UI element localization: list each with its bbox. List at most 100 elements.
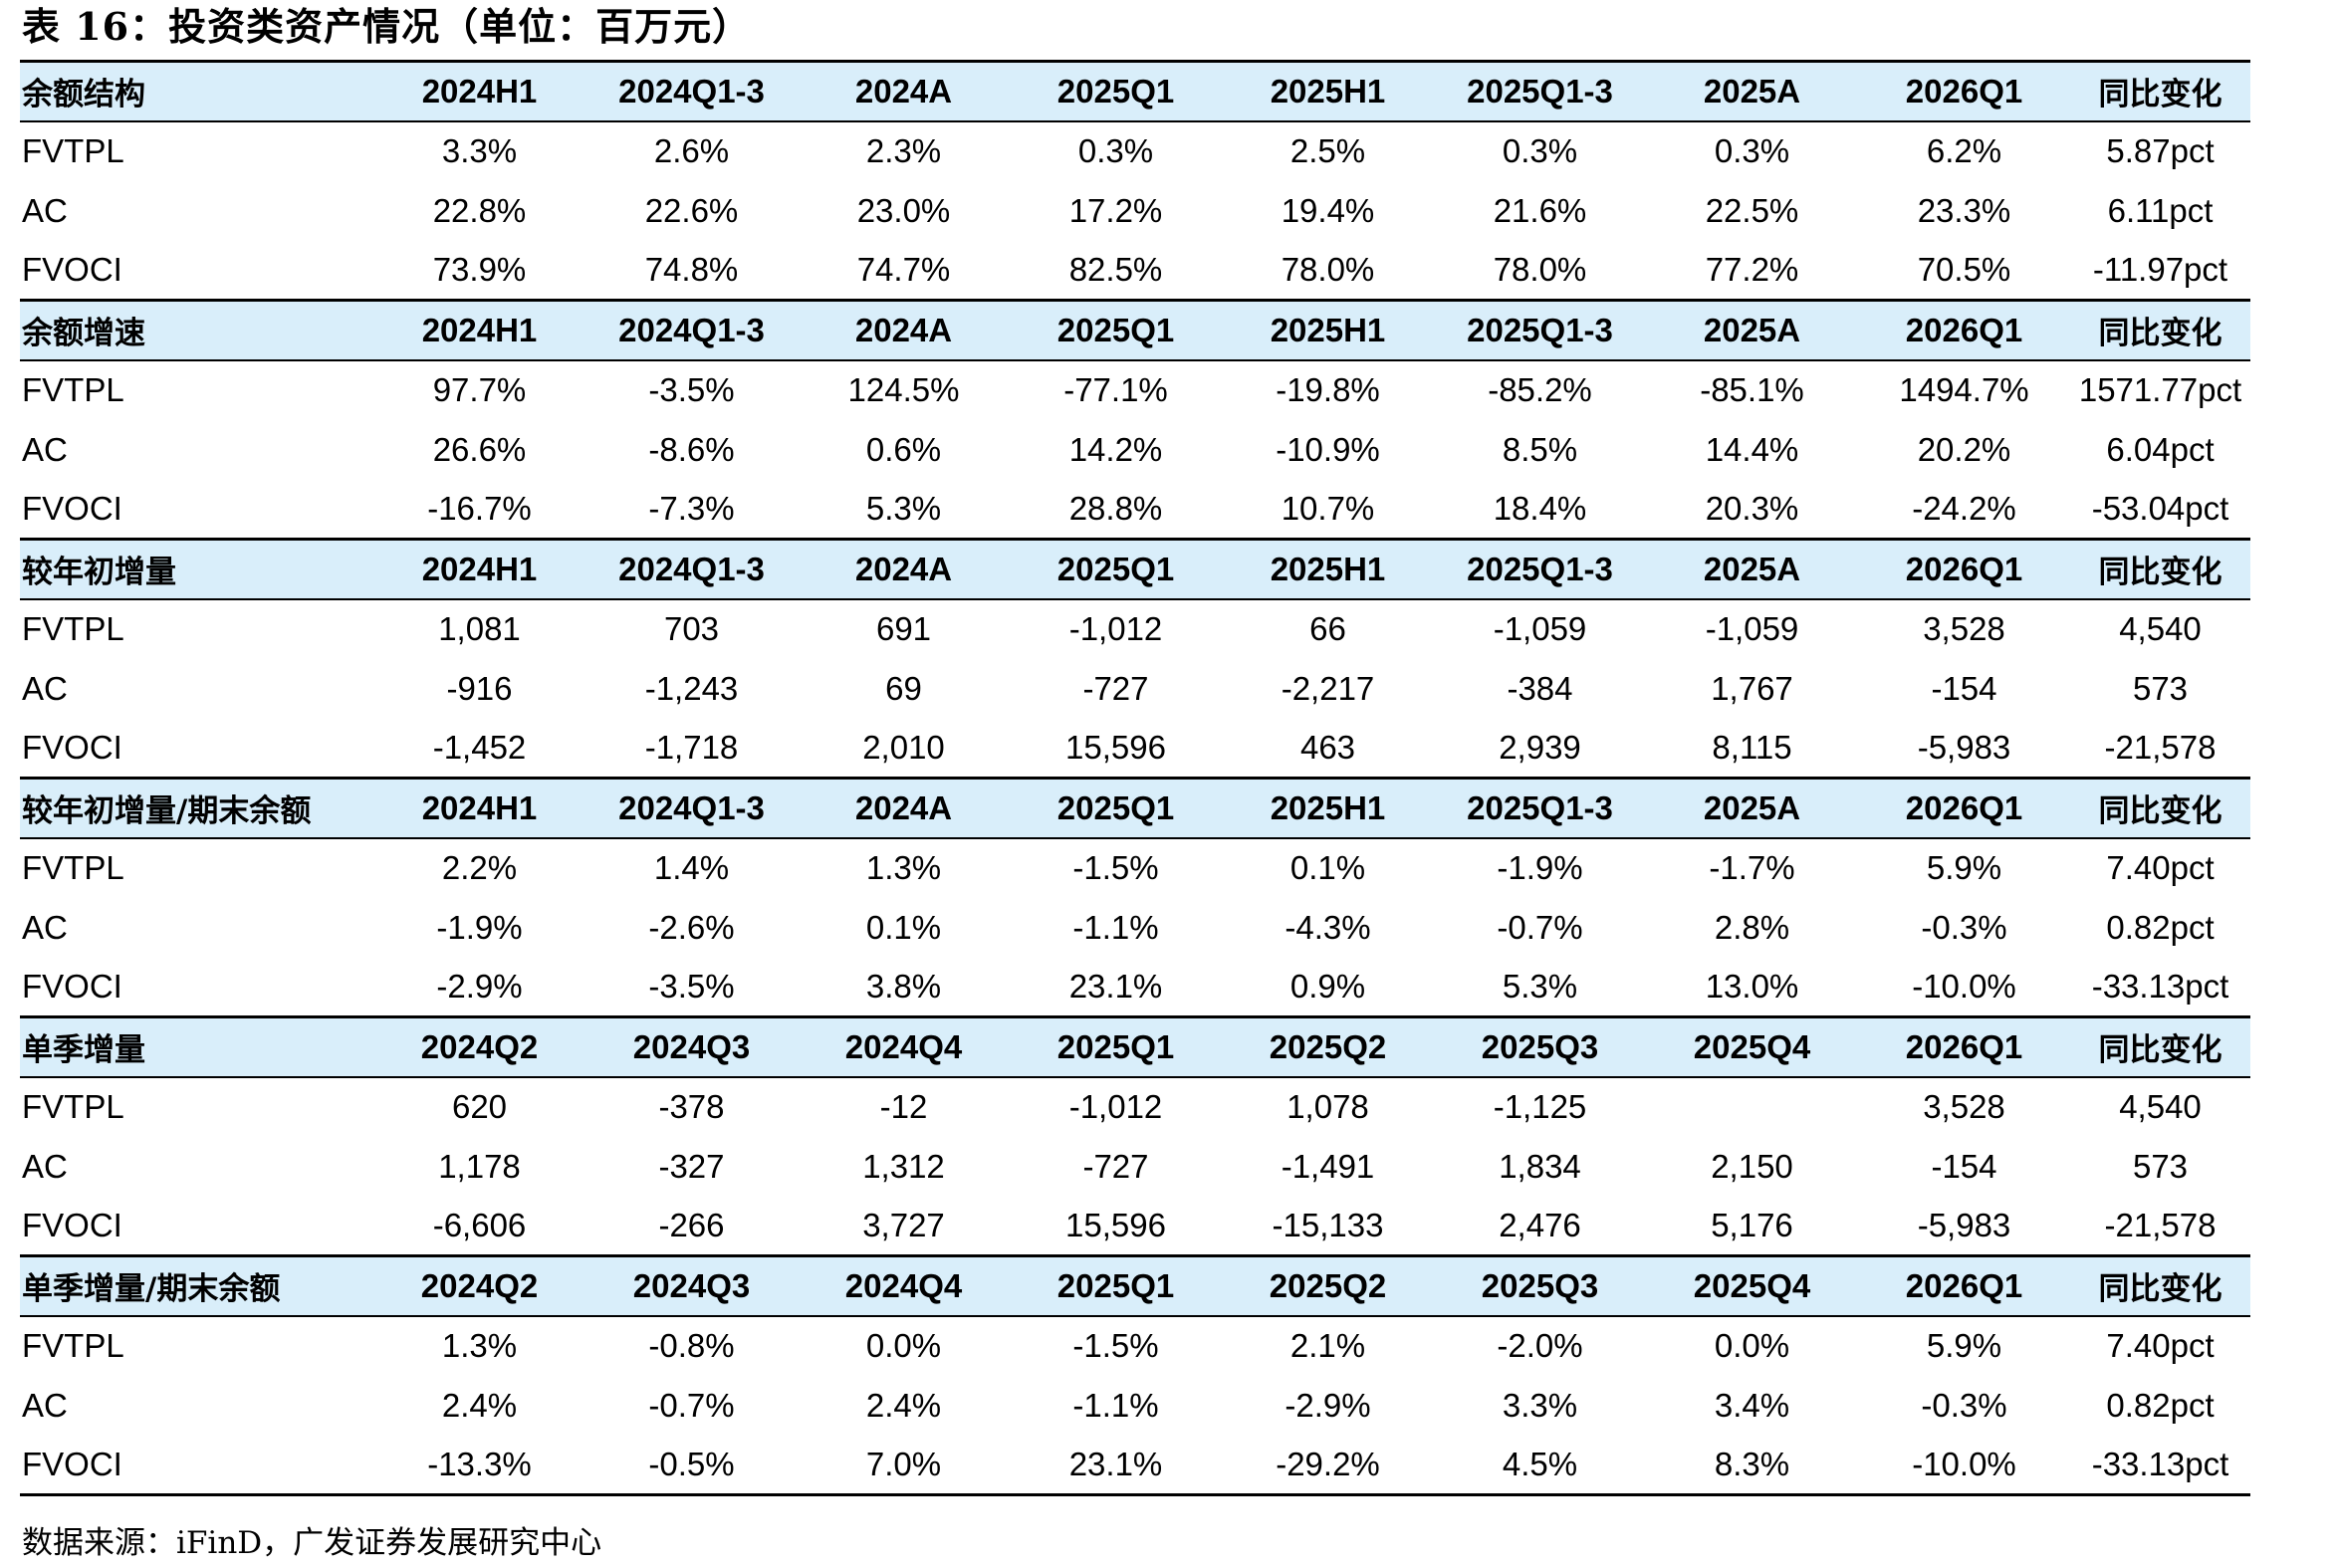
table-cell: -12: [879, 1088, 928, 1125]
table-cell: 0.82pct: [2106, 908, 2215, 946]
table-cell: 20.2%: [1917, 430, 2011, 468]
table-cell: 573: [2132, 669, 2189, 707]
table-cell: 2.6%: [653, 132, 730, 169]
table-cell: -2,217: [1281, 669, 1375, 707]
table-cell: 3,528: [1923, 1088, 2005, 1125]
table-cell: 23.0%: [856, 191, 951, 229]
table-cell: -727: [1082, 669, 1149, 707]
table-cell: -10.9%: [1276, 430, 1380, 468]
table-cell: -21,578: [2104, 728, 2217, 766]
column-header: 2024Q1-3: [585, 60, 798, 122]
table-cell: 3.3%: [441, 132, 518, 169]
section-header-row: 余额增速 2024H1 2024Q1-3 2024A 2025Q1 2025H1 2025Q…: [20, 299, 2250, 361]
table-cell: -2.9%: [1285, 1386, 1371, 1424]
table-cell: -916: [446, 669, 513, 707]
column-header: 2026Q1: [1858, 1015, 2070, 1078]
column-header: 2025Q1: [1010, 299, 1222, 361]
table-cell: 0.0%: [865, 1327, 942, 1364]
table-cell: -3.5%: [648, 371, 735, 408]
table-cell: -33.13pct: [2070, 1435, 2250, 1496]
table-cell: 26.6%: [432, 430, 527, 468]
table-cell: 3.8%: [865, 967, 942, 1005]
table-row: FVTPL 1.3% -0.8% 0.0% -1.5% 2.1% -2.0% 0.0% 5.9%…: [20, 1316, 2250, 1376]
column-header: 2025H1: [1222, 299, 1434, 361]
table-row: AC 2.4% -0.7% 2.4% -1.1% -2.9% 3.3% 3.4% -0.3% 0.…: [20, 1376, 2250, 1436]
table-cell: -85.2%: [1488, 371, 1592, 408]
table-cell: -1.5%: [1072, 849, 1159, 886]
table-cell: -1,059: [1705, 610, 1799, 647]
table-cell: 10.7%: [1281, 489, 1375, 527]
table-cell: 7.40pct: [2106, 849, 2215, 886]
table-cell: 74.8%: [644, 250, 739, 288]
table-cell: -384: [1507, 669, 1573, 707]
column-header: 2025Q1: [1010, 1254, 1222, 1317]
table-cell: 463: [1299, 728, 1356, 766]
column-header: 2025Q2: [1222, 1015, 1434, 1078]
table-cell: 6.11pct: [2107, 191, 2214, 229]
table-cell: 8.5%: [1502, 430, 1578, 468]
column-header: 2024A: [798, 299, 1010, 361]
table-cell: 2,939: [1499, 728, 1581, 766]
table-cell: 2.3%: [865, 132, 942, 169]
table-cell: 2,476: [1499, 1206, 1581, 1243]
table-cell: -77.1%: [1063, 371, 1168, 408]
table-row: FVOCI -16.7% -7.3% 5.3% 28.8% 10.7% 18.4% 20.3%…: [20, 480, 2250, 540]
table-cell: 691: [875, 610, 932, 647]
table-row: FVTPL 97.7% -3.5% 124.5% -77.1% -19.8% -85.2% -…: [20, 360, 2250, 420]
table-cell: 2,150: [1711, 1147, 1793, 1185]
column-header: 2024H1: [373, 60, 585, 122]
column-header: 2024Q4: [798, 1254, 1010, 1317]
column-header: 2025A: [1646, 60, 1858, 122]
table-cell: 14.2%: [1068, 430, 1163, 468]
table-cell: -2.6%: [648, 908, 735, 946]
column-header: 同比变化: [2070, 1254, 2250, 1317]
row-label: AC: [22, 1147, 68, 1185]
table-cell: -1,491: [1281, 1147, 1375, 1185]
section-header-row: 较年初增量 2024H1 2024Q1-3 2024A 2025Q1 2025H1 2025…: [20, 538, 2250, 600]
column-header: 2025Q4: [1646, 1015, 1858, 1078]
section-header-row: 单季增量 2024Q2 2024Q3 2024Q4 2025Q1 2025Q2 2025Q3…: [20, 1015, 2250, 1078]
table-cell: -0.8%: [648, 1327, 735, 1364]
table-row: AC 26.6% -8.6% 0.6% 14.2% -10.9% 8.5% 14.4% 20.2…: [20, 420, 2250, 480]
table-cell: 78.0%: [1493, 250, 1587, 288]
table-cell: 6.2%: [1926, 132, 2002, 169]
table-cell: -1.9%: [1497, 849, 1583, 886]
column-header: 2024H1: [373, 538, 585, 600]
table-cell: 3.3%: [1502, 1386, 1578, 1424]
table-cell: -24.2%: [1912, 489, 2016, 527]
row-label: FVOCI: [22, 728, 122, 766]
section-label: 余额结构: [20, 60, 373, 122]
column-header: 2024Q1-3: [585, 777, 798, 839]
table-row: FVTPL 3.3% 2.6% 2.3% 0.3% 2.5% 0.3% 0.3% 6.2% 5.8…: [20, 121, 2250, 181]
table-cell: 17.2%: [1068, 191, 1163, 229]
section-header-row: 较年初增量/期末余额 2024H1 2024Q1-3 2024A 2025Q1 2025H…: [20, 777, 2250, 839]
table-cell: 5.9%: [1926, 849, 2002, 886]
table-cell: -266: [658, 1206, 725, 1243]
table-cell: -16.7%: [427, 489, 532, 527]
table-cell: 77.2%: [1705, 250, 1799, 288]
table-cell: 1.4%: [653, 849, 730, 886]
table-cell: -1.7%: [1709, 849, 1795, 886]
row-label: AC: [22, 908, 68, 946]
table-cell: -1,012: [1068, 610, 1163, 647]
table-cell: 7.40pct: [2106, 1327, 2215, 1364]
row-label: AC: [22, 430, 68, 468]
row-label: FVOCI: [22, 967, 122, 1005]
table-cell: 69: [885, 669, 922, 707]
table-cell: 20.3%: [1705, 489, 1799, 527]
column-header: 2025A: [1646, 538, 1858, 600]
table-cell: -1,718: [644, 728, 739, 766]
row-label: FVOCI: [20, 1435, 373, 1496]
table-cell: [1646, 1077, 1858, 1137]
table-row: AC 1,178 -327 1,312 -727 -1,491 1,834 2,150 -154…: [20, 1137, 2250, 1197]
table-cell: -1.1%: [1072, 908, 1159, 946]
column-header: 2025Q1-3: [1434, 299, 1646, 361]
table-cell: 5,176: [1711, 1206, 1793, 1243]
table-cell: 2.2%: [441, 849, 518, 886]
table-cell: -154: [1931, 669, 1997, 707]
column-header: 2025Q1-3: [1434, 60, 1646, 122]
row-label: FVTPL: [22, 1327, 124, 1364]
table-cell: 3.4%: [1714, 1386, 1790, 1424]
table-cell: 97.7%: [432, 371, 527, 408]
table-cell: 0.3%: [1714, 132, 1790, 169]
